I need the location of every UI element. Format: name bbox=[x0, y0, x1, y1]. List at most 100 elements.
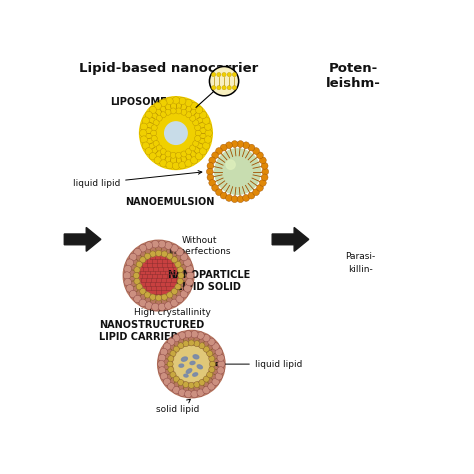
Circle shape bbox=[190, 115, 196, 121]
Circle shape bbox=[161, 251, 167, 257]
Text: imperfections: imperfections bbox=[168, 247, 230, 256]
Circle shape bbox=[248, 192, 255, 199]
Circle shape bbox=[151, 130, 156, 136]
Circle shape bbox=[232, 86, 237, 90]
Circle shape bbox=[209, 157, 216, 164]
Circle shape bbox=[149, 153, 156, 160]
Circle shape bbox=[184, 259, 191, 266]
Circle shape bbox=[217, 86, 221, 90]
Circle shape bbox=[232, 73, 237, 77]
Circle shape bbox=[171, 299, 178, 307]
Circle shape bbox=[248, 144, 255, 151]
Circle shape bbox=[167, 253, 173, 259]
Circle shape bbox=[171, 257, 177, 263]
Circle shape bbox=[191, 390, 198, 398]
Circle shape bbox=[154, 102, 162, 109]
Text: LIPOSOME: LIPOSOME bbox=[110, 97, 167, 107]
Circle shape bbox=[183, 382, 189, 388]
Circle shape bbox=[179, 97, 186, 105]
Circle shape bbox=[195, 136, 201, 141]
Circle shape bbox=[167, 292, 173, 298]
Circle shape bbox=[171, 288, 177, 294]
Circle shape bbox=[193, 120, 199, 126]
Circle shape bbox=[203, 386, 210, 394]
Circle shape bbox=[173, 335, 180, 342]
FancyArrow shape bbox=[272, 228, 309, 251]
Circle shape bbox=[222, 73, 226, 77]
Circle shape bbox=[171, 245, 178, 252]
Circle shape bbox=[208, 338, 215, 346]
Circle shape bbox=[145, 111, 152, 118]
Circle shape bbox=[206, 168, 213, 175]
Text: High crystallinity: High crystallinity bbox=[134, 308, 210, 317]
Circle shape bbox=[210, 361, 216, 367]
Circle shape bbox=[176, 152, 182, 158]
Ellipse shape bbox=[190, 361, 195, 365]
Circle shape bbox=[205, 129, 212, 137]
Circle shape bbox=[170, 350, 176, 356]
Circle shape bbox=[261, 163, 268, 169]
Circle shape bbox=[243, 195, 249, 201]
Circle shape bbox=[259, 157, 266, 164]
Circle shape bbox=[215, 348, 222, 356]
Circle shape bbox=[160, 99, 167, 107]
Circle shape bbox=[253, 189, 259, 196]
Circle shape bbox=[170, 152, 176, 158]
Circle shape bbox=[210, 66, 239, 96]
Text: liquid lipid: liquid lipid bbox=[214, 360, 302, 369]
Circle shape bbox=[175, 261, 181, 267]
Text: solid lipid: solid lipid bbox=[156, 399, 200, 413]
Ellipse shape bbox=[186, 369, 192, 374]
Circle shape bbox=[209, 356, 215, 362]
Circle shape bbox=[160, 160, 167, 167]
Circle shape bbox=[178, 380, 184, 385]
Text: Lipid-based nanocarrier: Lipid-based nanocarrier bbox=[79, 62, 258, 75]
Circle shape bbox=[202, 142, 210, 149]
Circle shape bbox=[181, 253, 188, 261]
Circle shape bbox=[160, 148, 166, 155]
Circle shape bbox=[160, 373, 167, 380]
Circle shape bbox=[185, 160, 192, 167]
Circle shape bbox=[215, 149, 260, 194]
Circle shape bbox=[217, 367, 224, 374]
Circle shape bbox=[207, 350, 213, 356]
Circle shape bbox=[155, 250, 162, 256]
Circle shape bbox=[149, 106, 156, 114]
Circle shape bbox=[160, 348, 167, 356]
Circle shape bbox=[186, 265, 193, 273]
Circle shape bbox=[134, 267, 140, 273]
Circle shape bbox=[184, 284, 191, 292]
Circle shape bbox=[253, 147, 259, 155]
Ellipse shape bbox=[193, 373, 198, 376]
Circle shape bbox=[181, 151, 187, 157]
Circle shape bbox=[190, 145, 196, 151]
Circle shape bbox=[123, 272, 131, 279]
Text: Without: Without bbox=[181, 236, 217, 245]
Circle shape bbox=[195, 130, 201, 136]
Circle shape bbox=[151, 136, 157, 141]
Circle shape bbox=[207, 163, 214, 169]
Circle shape bbox=[195, 153, 203, 160]
Circle shape bbox=[172, 162, 180, 170]
Text: killin-: killin- bbox=[348, 265, 373, 274]
Circle shape bbox=[142, 117, 149, 124]
Circle shape bbox=[155, 295, 162, 301]
Circle shape bbox=[165, 151, 171, 157]
Circle shape bbox=[199, 380, 205, 385]
Circle shape bbox=[200, 147, 207, 155]
Circle shape bbox=[203, 346, 210, 352]
Circle shape bbox=[186, 278, 193, 286]
Circle shape bbox=[134, 248, 141, 256]
Circle shape bbox=[139, 245, 146, 252]
Circle shape bbox=[124, 265, 131, 273]
Circle shape bbox=[172, 97, 180, 104]
Circle shape bbox=[186, 272, 194, 279]
Circle shape bbox=[209, 366, 215, 373]
Text: leishm-: leishm- bbox=[326, 77, 381, 90]
Circle shape bbox=[261, 174, 268, 181]
Circle shape bbox=[207, 372, 213, 378]
Circle shape bbox=[152, 240, 159, 248]
Circle shape bbox=[202, 117, 210, 124]
Circle shape bbox=[134, 295, 141, 303]
Circle shape bbox=[217, 73, 221, 77]
